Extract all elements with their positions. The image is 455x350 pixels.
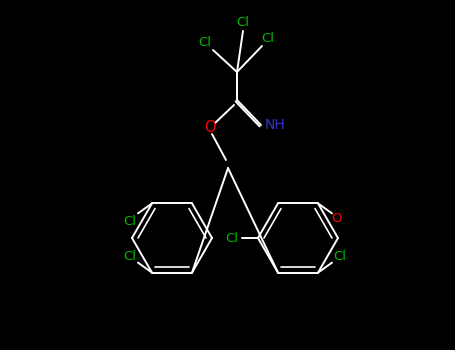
Text: NH: NH [265,118,285,132]
Text: Cl: Cl [334,250,347,263]
Text: Cl: Cl [262,32,274,44]
Text: Cl: Cl [198,35,212,49]
Text: Cl: Cl [237,15,249,28]
Text: Cl: Cl [123,215,136,228]
Text: O: O [332,212,342,225]
Text: Cl: Cl [226,231,238,245]
Text: O: O [204,120,216,135]
Text: Cl: Cl [123,250,136,263]
